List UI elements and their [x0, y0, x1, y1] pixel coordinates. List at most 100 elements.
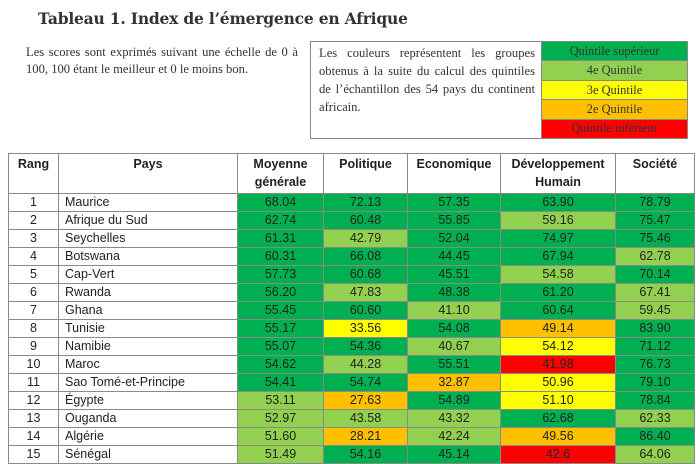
politique-cell: 54.74: [323, 373, 408, 392]
politique-cell: 54.36: [323, 337, 408, 356]
societe-cell: 78.84: [615, 391, 695, 410]
table-row: 3 Seychelles 61.31 42.79 52.04 74.97 75.46: [8, 229, 695, 248]
moyenne-cell: 51.49: [237, 445, 324, 464]
societe-cell: 75.46: [615, 229, 695, 248]
politique-cell: 60.60: [323, 301, 408, 320]
economique-cell: 43.32: [407, 409, 501, 428]
moyenne-cell: 56.20: [237, 283, 324, 302]
politique-cell: 60.68: [323, 265, 408, 284]
societe-cell: 76.73: [615, 355, 695, 374]
societe-cell: 79.10: [615, 373, 695, 392]
table-row: 9 Namibie 55.07 54.36 40.67 54.12 71.12: [8, 337, 695, 356]
rank-cell: 11: [8, 373, 59, 392]
economique-cell: 45.51: [407, 265, 501, 284]
table-row: 1 Maurice 68.04 72.13 57.35 63.90 78.79: [8, 193, 695, 212]
developpement-cell: 50.96: [500, 373, 616, 392]
rank-cell: 3: [8, 229, 59, 248]
developpement-cell: 62.68: [500, 409, 616, 428]
societe-cell: 70.14: [615, 265, 695, 284]
country-cell: Tunisie: [58, 319, 238, 338]
table-row: 10 Maroc 54.62 44.28 55.51 41.98 76.73: [8, 355, 695, 374]
developpement-cell: 49.14: [500, 319, 616, 338]
rank-cell: 1: [8, 193, 59, 212]
rank-cell: 10: [8, 355, 59, 374]
moyenne-cell: 57.73: [237, 265, 324, 284]
legend-key-q1: Quintile inférieur: [542, 119, 687, 139]
rank-cell: 9: [8, 337, 59, 356]
developpement-cell: 59.16: [500, 211, 616, 230]
country-cell: Sao Tomé-et-Principe: [58, 373, 238, 392]
developpement-cell: 51.10: [500, 391, 616, 410]
societe-cell: 67.41: [615, 283, 695, 302]
legend-keys: Quintile supérieur 4e Quintile 3e Quintile…: [541, 42, 687, 139]
header-societe: Société: [615, 153, 695, 194]
table-row: 11 Sao Tomé-et-Principe 54.41 54.74 32.87 50.…: [8, 373, 695, 392]
legend-key-q5: Quintile supérieur: [542, 42, 687, 62]
rank-cell: 12: [8, 391, 59, 410]
economique-cell: 54.08: [407, 319, 501, 338]
rank-cell: 6: [8, 283, 59, 302]
societe-cell: 62.78: [615, 247, 695, 266]
developpement-cell: 49.56: [500, 427, 616, 446]
rank-cell: 2: [8, 211, 59, 230]
table-header-row: Rang Pays Moyenne générale Politique Eco…: [8, 153, 695, 194]
economique-cell: 45.14: [407, 445, 501, 464]
moyenne-cell: 54.41: [237, 373, 324, 392]
moyenne-cell: 55.07: [237, 337, 324, 356]
politique-cell: 47.83: [323, 283, 408, 302]
rank-cell: 15: [8, 445, 59, 464]
societe-cell: 75.47: [615, 211, 695, 230]
economique-cell: 57.35: [407, 193, 501, 212]
table-row: 12 Égypte 53.11 27.63 54.89 51.10 78.84: [8, 391, 695, 410]
societe-cell: 59.45: [615, 301, 695, 320]
table-row: 2 Afrique du Sud 62.74 60.48 55.85 59.16 75.47: [8, 211, 695, 230]
country-cell: Afrique du Sud: [58, 211, 238, 230]
country-cell: Seychelles: [58, 229, 238, 248]
rank-cell: 8: [8, 319, 59, 338]
societe-cell: 62.33: [615, 409, 695, 428]
moyenne-cell: 52.97: [237, 409, 324, 428]
country-cell: Botswana: [58, 247, 238, 266]
societe-cell: 86.40: [615, 427, 695, 446]
country-cell: Maurice: [58, 193, 238, 212]
table-row: 6 Rwanda 56.20 47.83 48.38 61.20 67.41: [8, 283, 695, 302]
country-cell: Ghana: [58, 301, 238, 320]
developpement-cell: 41.98: [500, 355, 616, 374]
header-moyenne: Moyenne générale: [237, 153, 324, 194]
moyenne-cell: 61.31: [237, 229, 324, 248]
table-row: 14 Algérie 51.60 28.21 42.24 49.56 86.40: [8, 427, 695, 446]
economique-cell: 55.51: [407, 355, 501, 374]
developpement-cell: 60.64: [500, 301, 616, 320]
economique-cell: 32.87: [407, 373, 501, 392]
moyenne-cell: 54.62: [237, 355, 324, 374]
legend-key-q4: 4e Quintile: [542, 61, 687, 81]
moyenne-cell: 55.17: [237, 319, 324, 338]
country-cell: Namibie: [58, 337, 238, 356]
country-cell: Rwanda: [58, 283, 238, 302]
moyenne-cell: 55.45: [237, 301, 324, 320]
politique-cell: 43.58: [323, 409, 408, 428]
economique-cell: 52.04: [407, 229, 501, 248]
developpement-cell: 74.97: [500, 229, 616, 248]
societe-cell: 83.90: [615, 319, 695, 338]
legend-key-q3: 3e Quintile: [542, 80, 687, 101]
moyenne-cell: 60.31: [237, 247, 324, 266]
politique-cell: 66.08: [323, 247, 408, 266]
economique-cell: 40.67: [407, 337, 501, 356]
moyenne-cell: 68.04: [237, 193, 324, 212]
politique-cell: 60.48: [323, 211, 408, 230]
legend-description: Les couleurs représentent les groupes ob…: [319, 46, 535, 114]
header-economique: Economique: [407, 153, 501, 194]
country-cell: Ouganda: [58, 409, 238, 428]
politique-cell: 27.63: [323, 391, 408, 410]
table-row: 4 Botswana 60.31 66.08 44.45 67.94 62.78: [8, 247, 695, 266]
rank-cell: 7: [8, 301, 59, 320]
politique-cell: 33.56: [323, 319, 408, 338]
country-cell: Sénégal: [58, 445, 238, 464]
header-politique: Politique: [323, 153, 408, 194]
legend-key-q2: 2e Quintile: [542, 100, 687, 120]
politique-cell: 42.79: [323, 229, 408, 248]
developpement-cell: 67.94: [500, 247, 616, 266]
societe-cell: 78.79: [615, 193, 695, 212]
table-row: 8 Tunisie 55.17 33.56 54.08 49.14 83.90: [8, 319, 695, 338]
